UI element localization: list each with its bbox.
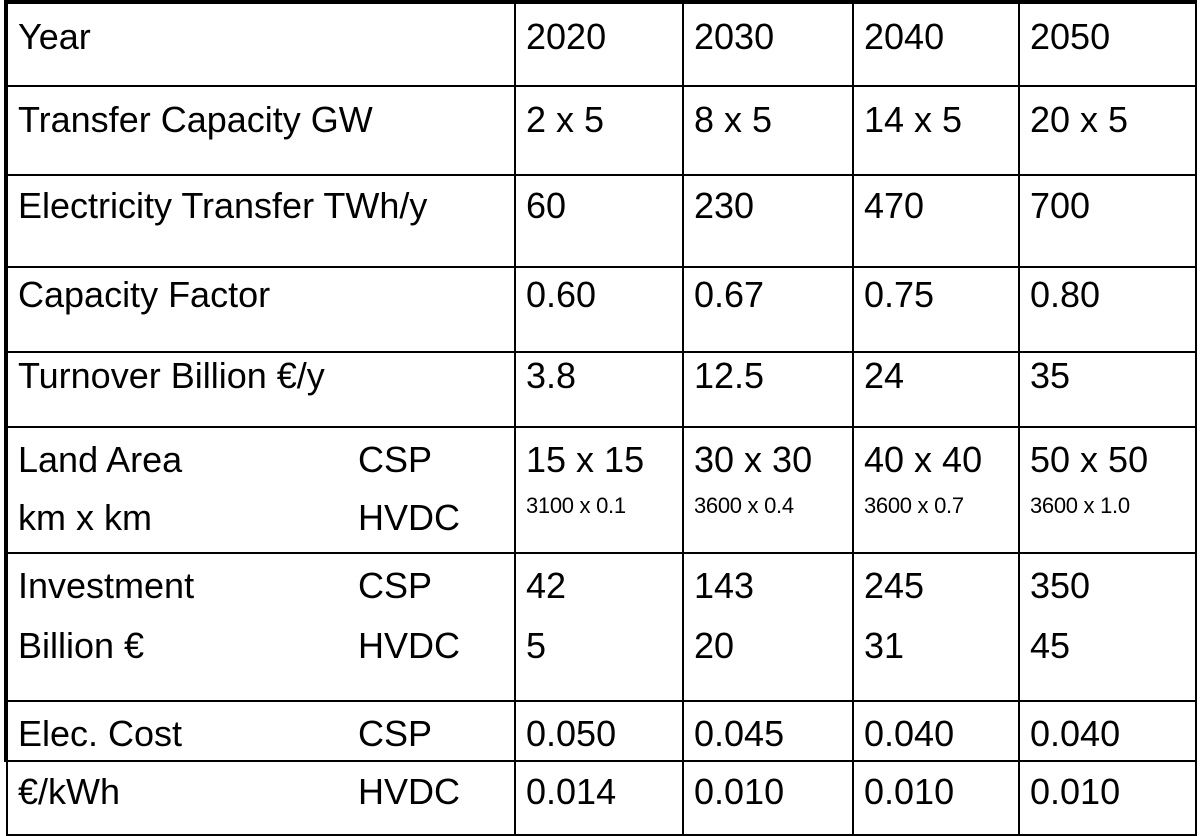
value-cell: 15 x 15 3100 x 0.1 [514, 426, 684, 554]
row-label: Transfer Capacity GW [6, 85, 516, 176]
csp-value: 50 x 50 [1030, 439, 1149, 480]
value-cell: 245 31 [852, 552, 1020, 702]
table-row-investment: Investment CSP Billion € HVDC 42 5 143 20 24… [6, 552, 1197, 702]
row-label: Turnover Billion €/y [6, 351, 516, 428]
value-cell: 50 x 50 3600 x 1.0 [1018, 426, 1197, 554]
value-cell: 700 [1018, 174, 1197, 268]
value-cell: 0.045 0.010 [682, 700, 854, 836]
value-cell: 143 20 [682, 552, 854, 702]
sub-label-hvdc: HVDC [358, 771, 461, 812]
value-cell: 0.80 [1018, 266, 1197, 353]
sub-label-csp: CSP [358, 439, 433, 480]
csp-value: 0.050 [526, 713, 617, 754]
csp-value: 245 [864, 565, 925, 606]
value-cell: 230 [682, 174, 854, 268]
year-cell: 2020 [514, 2, 684, 87]
sub-label-csp: CSP [358, 713, 433, 754]
row-label-land-area: Land Area CSP km x km HVDC [6, 426, 516, 554]
value-cell: 0.050 0.014 [514, 700, 684, 836]
hvdc-value: 0.010 [864, 771, 955, 812]
label-line1: Elec. Cost [18, 713, 183, 754]
value-cell: 24 [852, 351, 1020, 428]
value-cell: 35 [1018, 351, 1197, 428]
value-cell: 0.75 [852, 266, 1020, 353]
csp-value: 350 [1030, 565, 1091, 606]
table-row: Transfer Capacity GW 2 x 5 8 x 5 14 x 5 … [6, 85, 1197, 176]
hvdc-value: 5 [526, 625, 547, 666]
value-cell: 42 5 [514, 552, 684, 702]
table-row: Turnover Billion €/y 3.8 12.5 24 35 [6, 351, 1197, 428]
hvdc-value: 31 [864, 625, 905, 666]
value-cell: 350 45 [1018, 552, 1197, 702]
table-row: Electricity Transfer TWh/y 60 230 470 70… [6, 174, 1197, 268]
table-row-land-area: Land Area CSP km x km HVDC 15 x 15 3100 x 0… [6, 426, 1197, 554]
label-line2: km x km [18, 497, 152, 538]
value-cell: 0.040 0.010 [852, 700, 1020, 836]
value-cell: 3.8 [514, 351, 684, 428]
hvdc-value: 0.014 [526, 771, 617, 812]
csp-value: 30 x 30 [694, 439, 813, 480]
hvdc-value: 0.010 [694, 771, 785, 812]
hvdc-value: 20 [694, 625, 735, 666]
value-cell: 470 [852, 174, 1020, 268]
sub-label-hvdc: HVDC [358, 497, 461, 538]
value-cell: 60 [514, 174, 684, 268]
csp-value: 143 [694, 565, 755, 606]
value-cell: 30 x 30 3600 x 0.4 [682, 426, 854, 554]
csp-value: 40 x 40 [864, 439, 983, 480]
label-line1: Land Area [18, 439, 183, 480]
year-cell: 2050 [1018, 2, 1197, 87]
hvdc-value: 3600 x 0.4 [694, 493, 794, 518]
csp-value: 15 x 15 [526, 439, 645, 480]
year-cell: 2030 [682, 2, 854, 87]
label-line1: Investment [18, 565, 195, 606]
csp-value: 0.040 [1030, 713, 1121, 754]
csp-value: 0.040 [864, 713, 955, 754]
year-cell: 2040 [852, 2, 1020, 87]
row-label: Capacity Factor [6, 266, 516, 353]
value-cell: 40 x 40 3600 x 0.7 [852, 426, 1020, 554]
sub-label-csp: CSP [358, 565, 433, 606]
value-cell: 14 x 5 [852, 85, 1020, 176]
label-line2: Billion € [18, 625, 145, 666]
table-row: Capacity Factor 0.60 0.67 0.75 0.80 [6, 266, 1197, 353]
sub-label-hvdc: HVDC [358, 625, 461, 666]
row-label-elec-cost: Elec. Cost CSP €/kWh HVDC [6, 700, 516, 836]
value-cell: 8 x 5 [682, 85, 854, 176]
hvdc-value: 3600 x 0.7 [864, 493, 964, 518]
data-table: Year 2020 2030 2040 2050 Transfer Capaci… [6, 2, 1197, 836]
table-row-elec-cost: Elec. Cost CSP €/kWh HVDC 0.050 0.014 0.045… [6, 700, 1197, 836]
value-cell: 0.67 [682, 266, 854, 353]
hvdc-value: 3600 x 1.0 [1030, 493, 1130, 518]
value-cell: 12.5 [682, 351, 854, 428]
hvdc-value: 45 [1030, 625, 1071, 666]
csp-value: 0.045 [694, 713, 785, 754]
hvdc-value: 0.010 [1030, 771, 1121, 812]
value-cell: 0.040 0.010 [1018, 700, 1197, 836]
row-label: Electricity Transfer TWh/y [6, 174, 516, 268]
row-label-investment: Investment CSP Billion € HVDC [6, 552, 516, 702]
value-cell: 0.60 [514, 266, 684, 353]
csp-value: 42 [526, 565, 567, 606]
label-line2: €/kWh [18, 771, 121, 812]
header-row: Year 2020 2030 2040 2050 [6, 2, 1197, 87]
header-label: Year [6, 2, 516, 87]
data-table-container: Year 2020 2030 2040 2050 Transfer Capaci… [4, 0, 1197, 836]
value-cell: 2 x 5 [514, 85, 684, 176]
hvdc-value: 3100 x 0.1 [526, 493, 626, 518]
value-cell: 20 x 5 [1018, 85, 1197, 176]
